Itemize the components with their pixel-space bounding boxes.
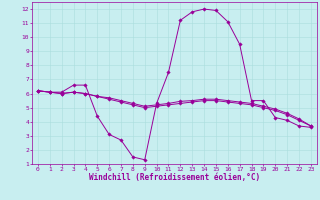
- X-axis label: Windchill (Refroidissement éolien,°C): Windchill (Refroidissement éolien,°C): [89, 173, 260, 182]
